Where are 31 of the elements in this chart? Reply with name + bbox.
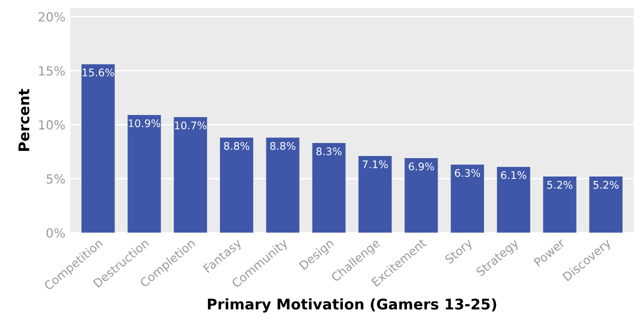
bar (450, 164, 484, 233)
y-tick-label: 5% (46, 174, 65, 184)
bar (589, 176, 623, 233)
bar (404, 158, 438, 233)
data-label: 5.2% (547, 180, 572, 189)
y-tick-label: 10% (39, 120, 65, 130)
x-axis-title: Primary Motivation (Gamers 13-25) (208, 298, 496, 313)
y-axis-title: Percent (18, 88, 30, 151)
bar (543, 176, 576, 233)
y-tick-label: 0% (46, 228, 65, 238)
data-label: 8.8% (224, 142, 250, 150)
data-label: 8.3% (316, 147, 342, 156)
data-label: 15.6% (82, 68, 114, 76)
data-label: 8.8% (270, 142, 296, 150)
data-label: 10.7% (175, 121, 206, 130)
data-label: 7.1% (362, 160, 388, 168)
data-label: 6.9% (408, 162, 434, 170)
bar (312, 143, 346, 233)
data-label: 6.1% (501, 171, 526, 180)
bar (496, 166, 530, 233)
bar (220, 138, 254, 233)
bar (358, 156, 392, 233)
data-label: 10.9% (128, 119, 160, 128)
data-label: 6.3% (454, 169, 480, 177)
bar (174, 117, 208, 233)
bar (266, 138, 300, 233)
bar (81, 64, 115, 233)
y-tick-label: 20% (38, 12, 65, 22)
data-label: 5.2% (593, 180, 619, 189)
y-tick-label: 15% (39, 66, 65, 76)
bar (128, 114, 161, 233)
